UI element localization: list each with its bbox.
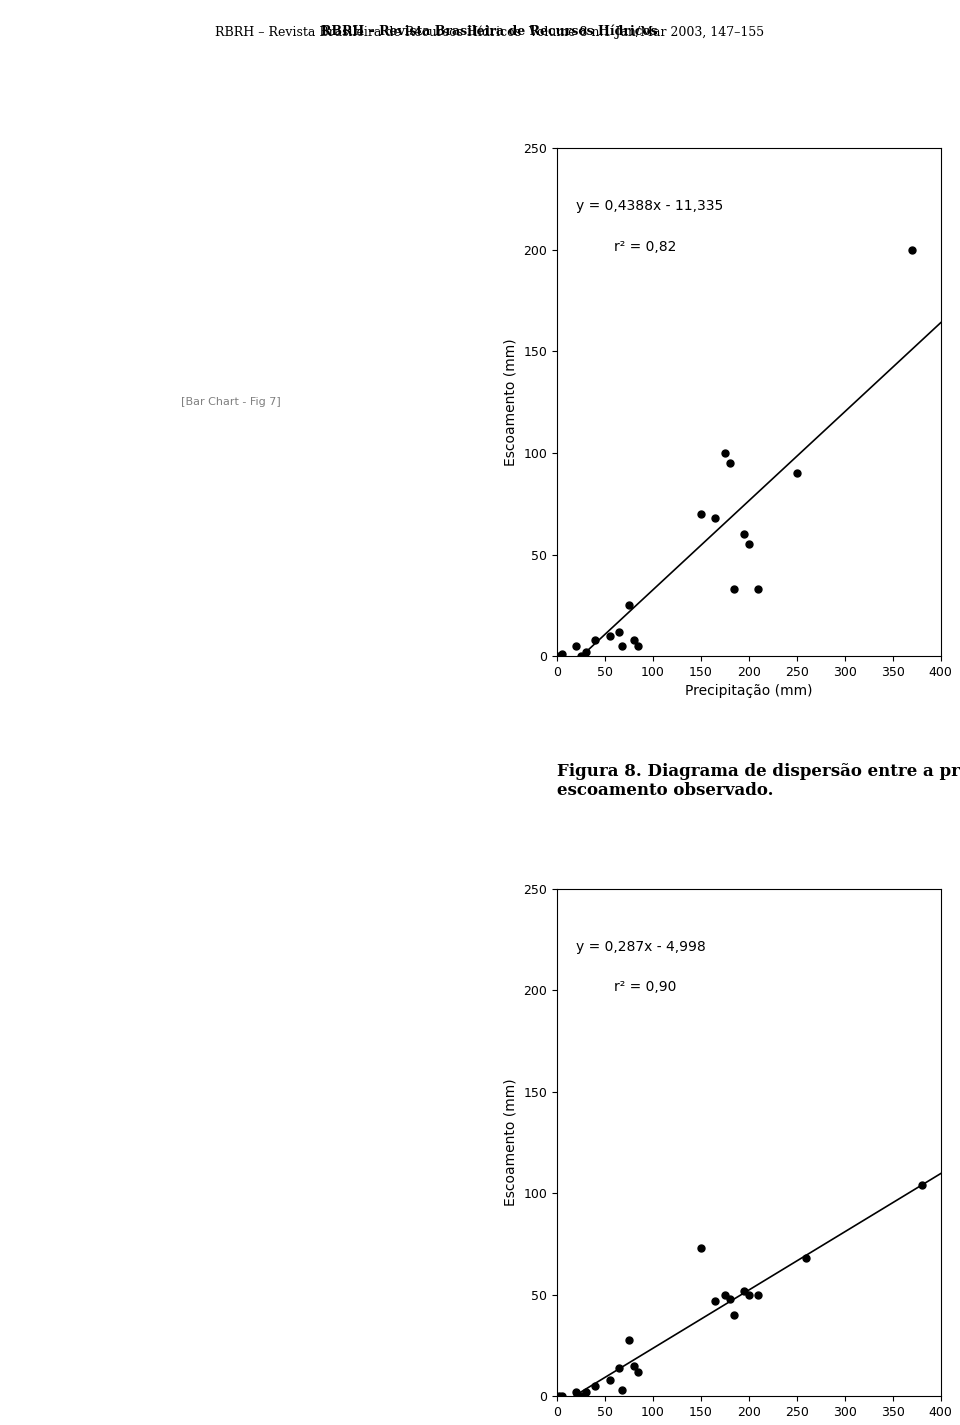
Point (554, 643, 569, 665)
Point (631, 634, 646, 657)
Point (614, 1379, 630, 1402)
Point (741, 1284, 756, 1307)
Point (612, 1357, 627, 1379)
Point (573, 644, 588, 667)
Text: RBRH – Revista Brasileira de Recursos Hídricos: RBRH – Revista Brasileira de Recursos Hí… (322, 26, 658, 38)
Point (789, 462, 804, 484)
Point (612, 620, 627, 643)
X-axis label: Precipitação (mm): Precipitação (mm) (685, 684, 812, 698)
Y-axis label: Escoamento (mm): Escoamento (mm) (504, 1079, 517, 1207)
Point (588, 1375, 603, 1398)
Text: RBRH – Revista Brasileira de Recursos Hídricos  Volume 8 n.1 Jan/Mar 2003, 147–1: RBRH – Revista Brasileira de Recursos Hí… (215, 26, 764, 38)
Point (904, 238, 920, 261)
Point (626, 1355, 641, 1378)
Point (621, 1328, 636, 1351)
Point (799, 1247, 814, 1270)
Point (722, 1288, 737, 1311)
Point (741, 533, 756, 556)
Point (551, 644, 566, 667)
Point (736, 1280, 752, 1302)
Text: r² = 0,82: r² = 0,82 (614, 239, 677, 254)
Text: y = 0,287x - 4,998: y = 0,287x - 4,998 (576, 939, 706, 953)
Point (693, 503, 708, 526)
Text: y = 0,4388x - 11,335: y = 0,4388x - 11,335 (576, 200, 723, 214)
Text: [Bar Chart - Fig 7]: [Bar Chart - Fig 7] (180, 398, 280, 408)
Point (568, 1381, 584, 1404)
Point (578, 641, 593, 664)
Point (708, 506, 723, 529)
Point (631, 1361, 646, 1384)
Point (602, 1369, 617, 1392)
Text: r² = 0,90: r² = 0,90 (614, 980, 677, 995)
Point (551, 1385, 566, 1408)
Point (736, 523, 752, 546)
Point (693, 1237, 708, 1260)
Text: Figura 8. Diagrama de dispersão entre a precipitação e o
escoamento observado.: Figura 8. Diagrama de dispersão entre a … (557, 762, 960, 799)
Point (722, 452, 737, 475)
Point (751, 1284, 766, 1307)
Point (626, 628, 641, 651)
Point (554, 1385, 569, 1408)
Point (914, 1174, 929, 1197)
Point (568, 634, 584, 657)
Point (717, 442, 732, 465)
Point (614, 634, 630, 657)
Point (578, 1381, 593, 1404)
Point (708, 1290, 723, 1312)
Point (751, 577, 766, 600)
Point (727, 1304, 742, 1327)
Point (573, 1385, 588, 1408)
Y-axis label: Escoamento (mm): Escoamento (mm) (504, 338, 517, 466)
Point (621, 594, 636, 617)
Point (727, 577, 742, 600)
Point (588, 628, 603, 651)
Point (717, 1284, 732, 1307)
Point (602, 624, 617, 647)
